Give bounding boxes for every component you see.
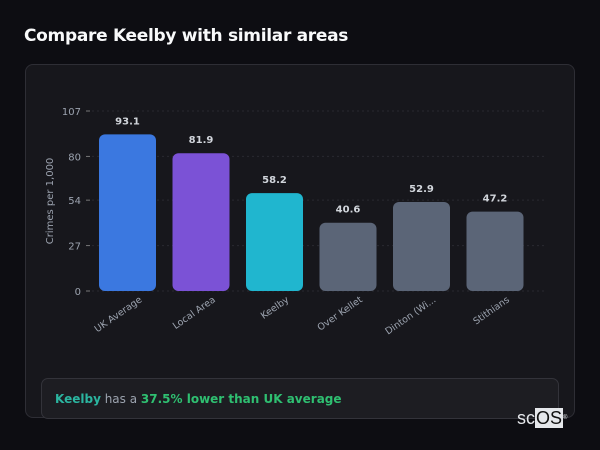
y-tick-label: 54 bbox=[68, 196, 81, 207]
x-tick-label: Local Area bbox=[171, 294, 218, 331]
scos-logo: scOS® bbox=[517, 408, 568, 428]
data-label: 40.6 bbox=[336, 205, 361, 216]
x-tick-label: Over Kellet bbox=[316, 294, 365, 333]
data-label: 58.2 bbox=[262, 175, 287, 186]
data-label: 81.9 bbox=[189, 135, 214, 146]
data-label: 47.2 bbox=[483, 194, 508, 205]
data-label: 93.1 bbox=[115, 116, 140, 127]
insight-comparison: 37.5% lower than UK average bbox=[140, 392, 342, 406]
x-tick-label: UK Average bbox=[93, 294, 145, 335]
insight-text: has a bbox=[100, 392, 141, 406]
bar-over-kellet bbox=[319, 222, 377, 291]
y-tick-label: 80 bbox=[68, 152, 81, 163]
y-tick-label: 27 bbox=[68, 242, 81, 253]
page-title: Compare Keelby with similar areas bbox=[24, 26, 349, 46]
y-axis-label: Crimes per 1,000 bbox=[45, 158, 56, 245]
x-tick-label: Keelby bbox=[259, 294, 292, 321]
y-tick-label: 107 bbox=[62, 107, 81, 118]
insight-box: Keelby has a 37.5% lower than UK average bbox=[41, 378, 559, 419]
bar-stithians bbox=[466, 211, 524, 291]
y-tick-label: 0 bbox=[75, 287, 81, 298]
x-tick-label: Stithians bbox=[471, 294, 511, 327]
x-tick-label: Dinton (Wi... bbox=[383, 294, 438, 337]
bar-keelby bbox=[246, 193, 303, 291]
bar-local-area bbox=[172, 153, 230, 291]
data-label: 52.9 bbox=[409, 184, 434, 195]
bar-uk-average bbox=[99, 134, 156, 291]
bar-dinton-wi- bbox=[393, 202, 450, 291]
insight-area: Keelby bbox=[55, 392, 101, 406]
